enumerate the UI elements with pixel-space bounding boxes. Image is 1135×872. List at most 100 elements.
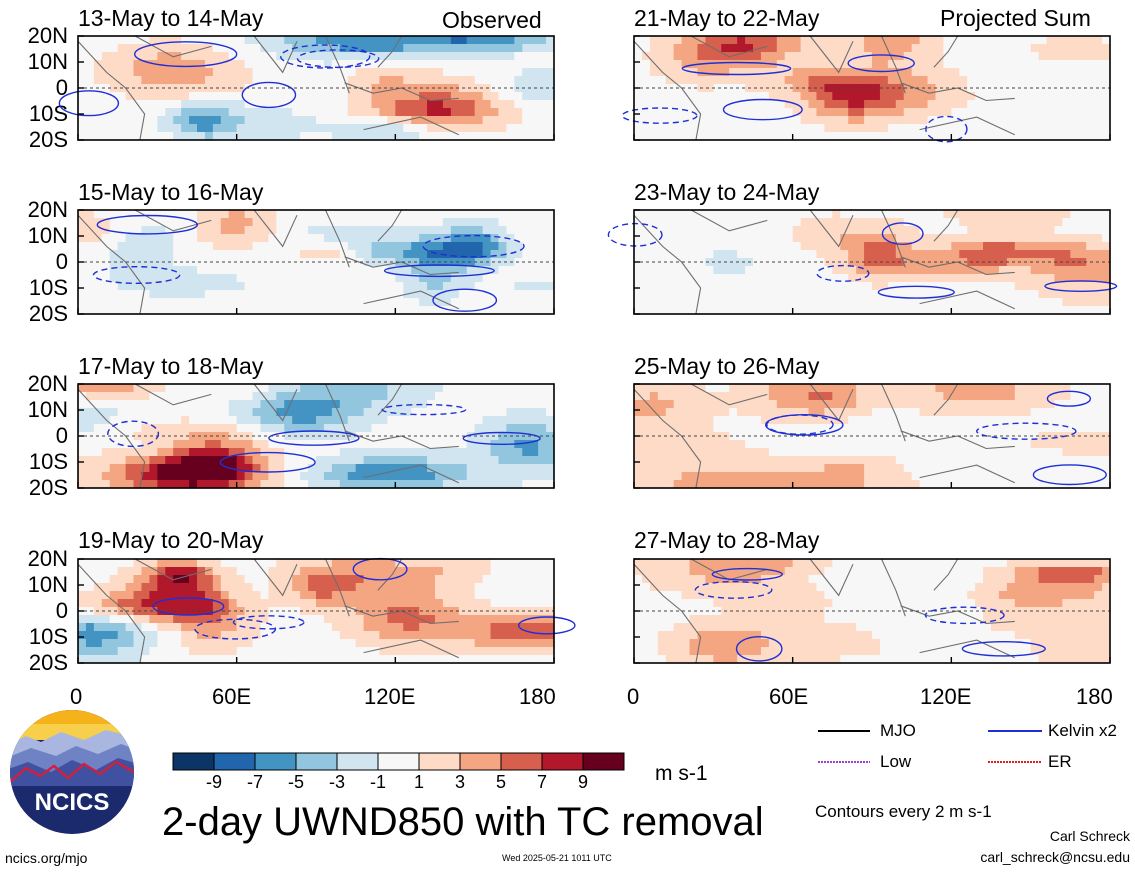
coastline: [633, 209, 1016, 315]
colorbar-swatch: [418, 752, 461, 771]
kelvin-contour: [1044, 280, 1118, 292]
panel-title-proj-4: 27-May to 28-May: [634, 527, 820, 553]
kelvin-contour: [432, 288, 498, 312]
colorbar-swatch: [500, 752, 543, 771]
kelvin-contour: [296, 49, 380, 68]
ytick-label: 0: [55, 598, 68, 623]
colorbar-swatch: [172, 752, 215, 771]
logo-text: NCICS: [35, 789, 110, 816]
ytick-label: 10S: [28, 624, 68, 649]
kelvin-contour: [924, 606, 1005, 625]
kelvin-contour: [925, 115, 968, 143]
ytick-label: 20N: [27, 546, 68, 571]
colorbar-tick: -7: [246, 772, 263, 792]
legend-mjo: MJO: [880, 721, 916, 740]
coastline: [77, 558, 460, 664]
colorbar-swatch: [336, 752, 379, 771]
kelvin-contour: [621, 107, 698, 124]
panel-title-obs-3: 17-May to 18-May: [78, 353, 264, 379]
legend-kelvin: Kelvin x2: [1048, 721, 1117, 740]
map-panel: [633, 558, 1111, 664]
xtick-left-60e: 60E: [212, 684, 252, 709]
ncics-logo: NCICS: [10, 710, 134, 834]
kelvin-contour: [1032, 464, 1107, 486]
legend-lines: [818, 730, 1042, 763]
ytick-label: 10S: [28, 275, 68, 300]
colorbar-tick: -5: [287, 772, 304, 792]
ytick-label: 20N: [27, 197, 68, 222]
hovmoller-maps: [58, 35, 1118, 664]
colorbar-swatch: [213, 752, 256, 771]
colorbar-swatch: [377, 752, 420, 771]
units-label: m s-1: [655, 762, 708, 785]
colorbar-tick: 1: [413, 772, 424, 792]
ytick-label: 10S: [28, 101, 68, 126]
ytick-label: 20N: [27, 371, 68, 396]
colorbar-swatch: [582, 752, 625, 771]
colorbar-swatch: [254, 752, 297, 771]
colorbar-tick: 7: [536, 772, 547, 792]
kelvin-contour: [881, 222, 924, 246]
main-title: 2-day UWND850 with TC removal: [162, 800, 764, 844]
kelvin-contour: [241, 81, 297, 109]
ytick-label: 10N: [27, 223, 68, 248]
kelvin-contour: [58, 90, 120, 117]
observed-label: Observed: [442, 7, 542, 33]
kelvin-contour: [194, 618, 277, 640]
contour-note: Contours every 2 m s-1: [815, 802, 992, 821]
ytick-label: 10S: [28, 449, 68, 474]
coastline: [77, 209, 460, 315]
kelvin-contour: [711, 567, 783, 581]
kelvin-contour: [381, 403, 467, 416]
kelvin-contour: [152, 597, 225, 616]
ytick-label: 10N: [27, 49, 68, 74]
xtick-left-180: 180: [519, 684, 556, 709]
panel-title-obs-4: 19-May to 20-May: [78, 527, 264, 553]
colorbar-tick: -3: [328, 772, 345, 792]
xtick-right-0: 0: [627, 684, 640, 709]
author: Carl Schreck: [1049, 828, 1130, 844]
colorbar: [172, 752, 625, 771]
kelvin-contour: [694, 580, 773, 599]
map-panel: [77, 557, 576, 664]
map-panel: [621, 35, 1111, 143]
xtick-left-120e: 120E: [364, 684, 416, 709]
map-panel: [77, 383, 555, 489]
panel-title-proj-3: 25-May to 26-May: [634, 353, 820, 379]
panel-title-obs-1: 13-May to 14-May: [78, 5, 264, 31]
colorbar-swatch: [541, 752, 584, 771]
kelvin-contour: [735, 636, 783, 662]
kelvin-contour: [219, 451, 316, 473]
kelvin-contour: [766, 414, 834, 435]
xtick-right-60e: 60E: [769, 684, 809, 709]
kelvin-contour: [877, 285, 955, 299]
map-panel: [607, 209, 1118, 315]
kelvin-contour: [268, 430, 360, 446]
coastline: [77, 383, 460, 489]
kelvin-contour: [961, 641, 1046, 657]
kelvin-contour: [681, 61, 792, 76]
ytick-label: 20S: [28, 301, 68, 326]
map-panel: [633, 383, 1111, 489]
kelvin-contour: [107, 420, 160, 448]
kelvin-contour: [976, 422, 1077, 440]
kelvin-contour: [462, 431, 541, 446]
colorbar-tick: 3: [454, 772, 465, 792]
kelvin-contour: [422, 234, 525, 258]
kelvin-contour: [280, 44, 371, 69]
panel-title-proj-2: 23-May to 24-May: [634, 179, 820, 205]
ytick-label: 0: [55, 75, 68, 100]
legend-er: ER: [1048, 752, 1072, 771]
timestamp: Wed 2025-05-21 1011 UTC: [502, 853, 612, 863]
colorbar-swatch: [459, 752, 502, 771]
kelvin-contour: [383, 264, 495, 278]
panel-title-proj-1: 21-May to 22-May: [634, 5, 820, 31]
projected-label: Projected Sum: [940, 5, 1091, 31]
xtick-right-120e: 120E: [920, 684, 972, 709]
panel-title-obs-2: 15-May to 16-May: [78, 179, 264, 205]
ytick-label: 20S: [28, 475, 68, 500]
kelvin-contour: [133, 41, 238, 68]
colorbar-tick: -1: [369, 772, 386, 792]
site-url: ncics.org/mjo: [5, 850, 88, 866]
colorbar-swatch: [295, 752, 338, 771]
